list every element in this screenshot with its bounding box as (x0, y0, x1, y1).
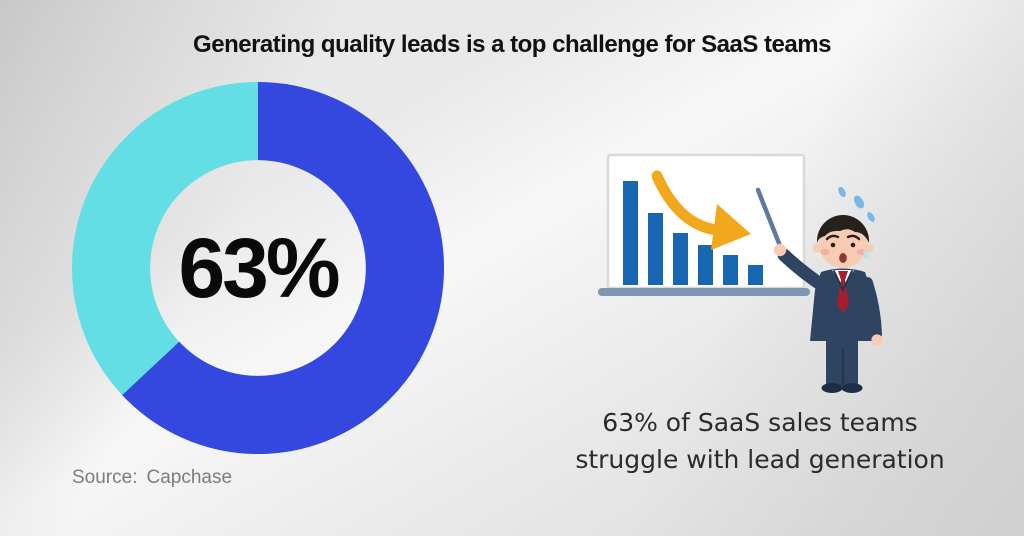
sweat-drops-icon (838, 186, 875, 222)
blush-right (856, 249, 866, 255)
mouth (839, 253, 847, 263)
source-label: Source: (72, 467, 138, 488)
hair (817, 215, 869, 243)
donut-chart-svg (72, 82, 444, 454)
jacket-lapel (833, 270, 853, 293)
presenter-figure (773, 186, 883, 393)
hand (871, 334, 883, 346)
mini-bar (698, 245, 713, 285)
mini-bar (623, 181, 638, 285)
presenter-illustration (580, 138, 920, 403)
eyebrow-left (825, 234, 840, 241)
raised-arm (777, 248, 833, 295)
page-title: Generating quality leads is a top challe… (193, 31, 831, 58)
whiteboard-tray (598, 288, 810, 296)
mini-bar (748, 265, 763, 285)
hanging-arm (861, 277, 882, 340)
shoe-left (821, 383, 843, 393)
declining-arrow-icon (651, 170, 751, 250)
mini-bar (648, 213, 663, 285)
source-value: Capchase (146, 467, 233, 488)
donut-segment-primary (72, 82, 444, 454)
eyebrow-right (846, 234, 861, 241)
mini-bar-group (623, 181, 763, 285)
eye-right (850, 242, 856, 248)
shoe-right (841, 383, 863, 393)
cheek-sweat-drop (863, 250, 869, 260)
mini-bar (723, 255, 738, 285)
mini-bar (673, 233, 688, 285)
source-note: Source: Capchase (72, 467, 232, 489)
blush-left (820, 249, 830, 255)
hand-holding-pointer (773, 243, 787, 257)
caption-line-2: struggle with lead generation (575, 445, 945, 474)
donut-chart: 63% (72, 82, 444, 454)
caption-line-1: 63% of SaaS sales teams (602, 408, 918, 437)
eye-left (830, 242, 836, 248)
presenter-illustration-svg (598, 153, 883, 393)
caption: 63% of SaaS sales teams struggle with le… (545, 404, 975, 478)
